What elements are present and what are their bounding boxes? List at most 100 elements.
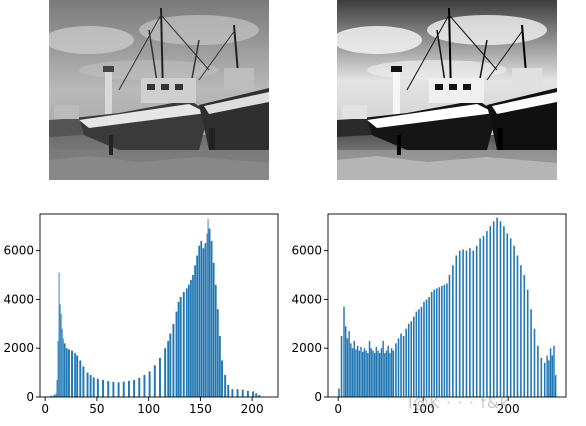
right-hist-bar — [346, 338, 349, 397]
left-hist-bar — [76, 355, 79, 397]
left-hist-bar — [246, 390, 249, 397]
left-hist-bar — [258, 395, 261, 397]
left-hist-bar — [57, 340, 59, 397]
left-hist-bar — [207, 218, 209, 397]
right-hist-bar — [360, 346, 362, 397]
left-hist-bar — [138, 377, 141, 397]
left-hist-bar — [50, 395, 53, 397]
left-hist-bar — [190, 279, 192, 397]
left-hist-bar — [96, 378, 99, 397]
right-ytick-label: 4000 — [291, 292, 322, 306]
original-photo — [49, 0, 269, 180]
right-hist-bar — [423, 301, 425, 397]
left-hist-bar — [67, 349, 70, 397]
left-xtick-label: 150 — [189, 402, 212, 416]
right-hist-bar — [387, 345, 389, 397]
right-hist-bar — [503, 226, 505, 397]
right-hist-bar — [543, 362, 546, 397]
right-hist-bar — [363, 348, 366, 397]
right-hist-bar — [430, 292, 433, 397]
right-hist-bar — [425, 299, 428, 397]
right-hist-bar — [443, 284, 446, 397]
left-hist-bar — [175, 311, 178, 397]
right-hist-bar — [372, 350, 374, 397]
left-hist-bar — [62, 338, 64, 397]
right-hist-bar — [397, 338, 400, 397]
left-hist-bar — [117, 382, 120, 397]
right-hist-bar — [373, 353, 376, 397]
right-hist-bar — [418, 309, 420, 397]
left-hist-bar — [177, 301, 180, 397]
right-hist-bar — [554, 375, 557, 397]
left-hist-bar — [196, 255, 199, 397]
right-hist-bar — [375, 346, 378, 397]
left-ytick-label: 4000 — [3, 292, 34, 306]
left-hist-bar — [133, 379, 136, 397]
right-xtick-label: 100 — [412, 402, 435, 416]
right-hist-bar — [351, 348, 354, 397]
left-hist-bar — [172, 323, 175, 397]
left-hist-bar — [231, 389, 234, 397]
right-hist-bar — [492, 221, 495, 397]
left-hist-bar — [221, 360, 224, 397]
right-hist-bar — [389, 353, 391, 397]
right-hist-bar — [433, 289, 435, 397]
right-hist-bar — [513, 245, 515, 397]
left-hist-bar — [102, 379, 105, 397]
right-hist-bar — [338, 388, 340, 397]
right-hist-bar — [402, 336, 405, 397]
right-hist-bar — [499, 221, 502, 397]
right-hist-bar — [486, 231, 488, 397]
right-hist-bar — [355, 349, 357, 397]
left-hist-bar — [127, 380, 130, 397]
right-hist-bar — [546, 355, 548, 397]
left-hist-bar — [86, 372, 89, 397]
boat-photo-icon — [49, 0, 269, 180]
right-hist-bar — [452, 265, 454, 397]
left-hist-bar — [143, 375, 146, 397]
right-ytick-label: 2000 — [291, 341, 322, 355]
left-hist-bar — [63, 343, 66, 397]
left-hist-bar — [92, 377, 95, 397]
right-hist-bar — [380, 348, 383, 397]
right-hist-bar — [526, 289, 529, 397]
left-hist-bar — [74, 353, 76, 397]
right-hist-bar — [362, 351, 364, 397]
right-hist-bar — [385, 350, 388, 397]
left-hist-bar — [56, 379, 58, 397]
left-xtick-label: 0 — [41, 402, 49, 416]
right-hist-bar — [384, 353, 386, 397]
left-hist-bar — [164, 348, 167, 397]
right-hist-bar — [496, 217, 498, 397]
left-hist-bar — [208, 228, 211, 397]
right-hist-bar — [365, 350, 367, 397]
right-hist-bar — [479, 238, 481, 397]
left-ytick-label: 6000 — [3, 244, 34, 258]
right-hist-bar — [549, 348, 552, 397]
right-hist-bar — [348, 331, 350, 397]
right-hist-bar — [368, 340, 371, 397]
left-hist-bar — [187, 284, 190, 397]
watermark-text: I@K · · · f&k — [408, 394, 510, 412]
left-hist-bar — [122, 381, 125, 397]
left-hist-bar — [79, 360, 82, 397]
right-hist-bar — [367, 353, 369, 397]
left-hist-bar — [71, 350, 73, 397]
right-hist-bar — [438, 287, 441, 397]
right-hist-bar — [553, 345, 555, 397]
left-hist-bar — [216, 309, 219, 397]
right-hist-bar — [465, 250, 468, 397]
right-hist-bar — [407, 323, 410, 397]
left-hist-bar — [112, 381, 115, 397]
right-hist-bar — [405, 328, 407, 397]
right-hist-bar — [415, 311, 418, 397]
right-hist-bar — [395, 343, 397, 397]
right-hist-bar — [469, 248, 471, 397]
right-hist-bar — [392, 350, 395, 397]
right-ytick-label: 0 — [314, 390, 322, 404]
left-ytick-label: 2000 — [3, 341, 34, 355]
right-xtick-label: 200 — [497, 402, 520, 416]
left-axes-frame — [39, 213, 279, 398]
